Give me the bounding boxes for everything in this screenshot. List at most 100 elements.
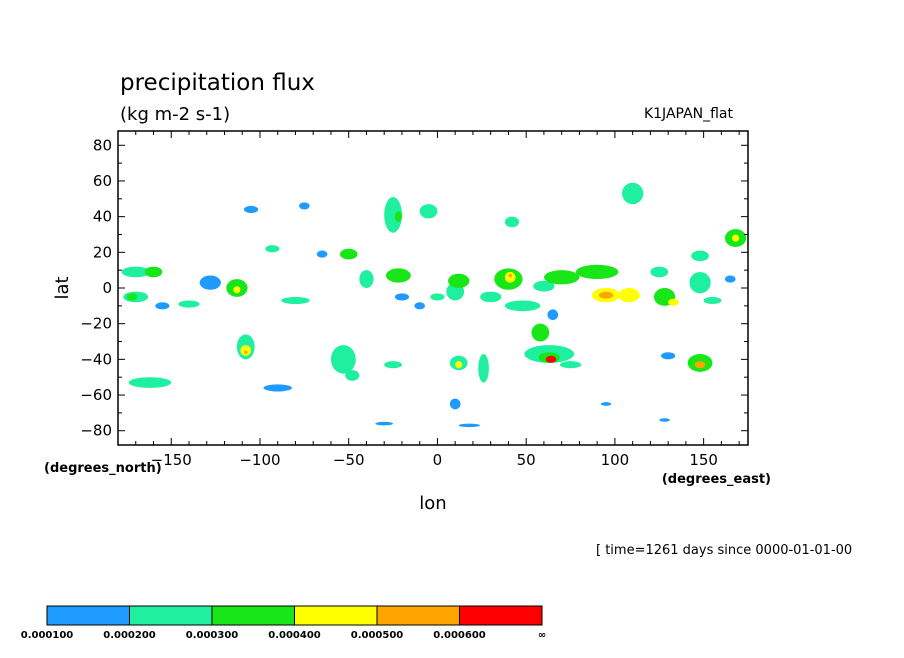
precip-cell <box>559 361 582 369</box>
y-tick-label: −40 <box>80 350 112 368</box>
precip-cell <box>691 250 709 262</box>
precip-cell <box>545 355 557 363</box>
precip-cell <box>375 421 394 426</box>
precip-cell <box>455 361 463 369</box>
precip-cell <box>430 293 445 301</box>
y-tick-label: 60 <box>93 172 112 190</box>
precip-cell <box>394 211 402 222</box>
precip-cell <box>543 270 580 285</box>
precip-cell <box>199 275 221 290</box>
colorbar-label: 0.000500 <box>351 630 404 641</box>
precip-cell <box>394 293 410 301</box>
y-tick-label: −60 <box>80 386 112 404</box>
x-axis-ticks: −150 −100 −50 0 50 100 150 <box>135 131 740 469</box>
precip-cell <box>458 423 481 428</box>
precip-cell <box>480 291 502 303</box>
precip-cell <box>178 300 200 308</box>
precip-cell <box>668 298 679 306</box>
precip-cell <box>694 361 706 369</box>
precip-cell <box>126 293 138 301</box>
precip-cell <box>547 309 559 321</box>
precip-cell <box>233 286 241 294</box>
precip-cell <box>689 271 711 294</box>
chart-title: precipitation flux <box>120 70 315 96</box>
precip-cell <box>244 205 259 214</box>
precip-cell <box>504 216 520 228</box>
colorbar-swatch <box>376 605 460 626</box>
x-tick-label: 100 <box>601 451 630 469</box>
x-tick-label: 150 <box>689 451 718 469</box>
x-tick-label: −150 <box>151 451 192 469</box>
y-axis-label: lat <box>52 276 73 299</box>
y-tick-label: −80 <box>80 422 112 440</box>
y-tick-label: 80 <box>93 136 112 154</box>
precip-cell <box>449 398 461 410</box>
precip-cell <box>478 354 489 383</box>
precip-cell <box>384 361 402 369</box>
precip-cell <box>661 352 676 360</box>
x-tick-label: −100 <box>239 451 280 469</box>
precip-cell <box>600 402 612 406</box>
precip-cell <box>504 271 516 283</box>
precip-cell <box>504 300 541 312</box>
y-axis-ticks: 80 60 40 20 0 −20 −40 −60 −80 <box>80 136 748 440</box>
colorbar-label: 0.000200 <box>103 630 156 641</box>
precip-cell <box>281 296 310 305</box>
y-tick-label: 20 <box>93 243 112 261</box>
precip-cell <box>575 264 619 280</box>
colorbar-label: ∞ <box>538 630 546 641</box>
precip-cell <box>659 418 670 422</box>
y-unit-label: (degrees_north) <box>44 461 162 476</box>
precip-cell <box>448 273 470 289</box>
time-label: [ time=1261 days since 0000-01-01-00 <box>596 543 852 558</box>
colorbar-swatch <box>294 605 378 626</box>
precip-cell <box>732 234 740 242</box>
x-tick-label: −50 <box>333 451 365 469</box>
run-label: K1JAPAN_flat <box>644 106 734 122</box>
colorbar-swatch <box>46 605 130 626</box>
precip-cell <box>384 197 402 233</box>
precip-cell <box>155 302 170 310</box>
y-tick-label: 40 <box>93 208 112 226</box>
y-tick-label: −20 <box>80 315 112 333</box>
precip-cell <box>316 250 328 258</box>
precip-cell <box>345 370 360 381</box>
precip-cell <box>598 291 614 299</box>
precip-cell <box>618 288 640 303</box>
x-tick-label: 0 <box>433 451 443 469</box>
precip-cell <box>650 266 669 278</box>
precip-cell <box>724 275 736 283</box>
x-unit-label: (degrees_east) <box>662 472 771 487</box>
precip-cell <box>244 350 248 355</box>
x-axis-label: lon <box>419 493 446 514</box>
colorbar-label: 0.000300 <box>186 630 239 641</box>
precip-cell <box>533 280 555 292</box>
chart-subtitle: (kg m-2 s-1) <box>120 104 230 125</box>
colorbar-label: 0.000600 <box>433 630 486 641</box>
precip-cell <box>265 245 280 253</box>
y-tick-label: 0 <box>102 279 112 297</box>
precip-cell <box>531 323 550 342</box>
colorbar-label: 0.000100 <box>21 630 74 641</box>
precip-cell <box>263 384 292 392</box>
precip-cell <box>359 270 374 289</box>
precip-cell <box>339 248 358 260</box>
precip-cell <box>508 273 512 278</box>
colorbar-swatch <box>211 605 295 626</box>
precip-cell <box>419 204 438 219</box>
precip-cell <box>144 266 163 278</box>
x-tick-label: 50 <box>517 451 536 469</box>
colorbar: 0.000100 0.000200 0.000300 0.000400 0.000500… <box>21 605 546 641</box>
precip-cell <box>128 377 172 388</box>
precip-cell <box>622 182 644 205</box>
precip-cell <box>385 268 411 283</box>
precip-cell <box>414 302 426 310</box>
contour-cells <box>121 182 747 428</box>
precip-cell <box>703 296 722 305</box>
precip-cell <box>299 202 310 210</box>
colorbar-swatch <box>129 605 213 626</box>
precip-cell <box>121 266 150 278</box>
colorbar-label: 0.000400 <box>268 630 321 641</box>
